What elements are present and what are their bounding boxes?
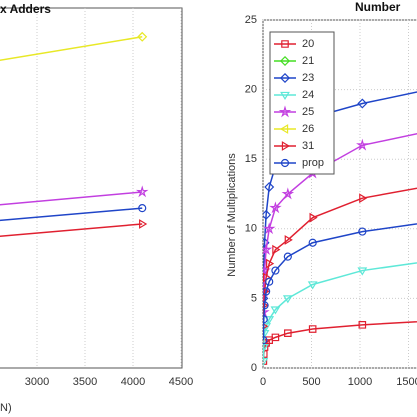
marker (263, 222, 276, 235)
marker (357, 98, 368, 109)
marker (137, 31, 148, 42)
x-tick-label: 3000 (25, 376, 49, 388)
legend-label: 25 (302, 106, 314, 118)
x-tick-label: 1000 (348, 376, 372, 388)
legend-label: 23 (302, 72, 314, 84)
marker (271, 333, 280, 342)
y-tick-label: 25 (245, 14, 257, 26)
legend-marker (279, 55, 291, 67)
plot (263, 91, 417, 367)
y-tick-label: 15 (245, 153, 257, 165)
legend-label: prop (302, 157, 324, 169)
marker (358, 227, 367, 236)
series-line (263, 91, 417, 299)
marker (263, 243, 273, 256)
marker (263, 209, 272, 220)
marker (264, 182, 275, 193)
marker (138, 204, 147, 213)
marker (309, 212, 318, 223)
marker (139, 219, 148, 229)
marker (308, 325, 317, 333)
series-line (0, 223, 143, 237)
legend-marker (280, 91, 290, 101)
x-tick-label: 0 (260, 376, 266, 388)
marker (269, 201, 282, 214)
marker (284, 235, 293, 245)
series-line (0, 191, 143, 206)
legend-label: 31 (302, 140, 314, 152)
marker (358, 321, 367, 329)
marker (283, 252, 292, 261)
series-line (263, 262, 417, 362)
marker (357, 267, 368, 276)
marker (263, 301, 269, 310)
marker (308, 238, 317, 247)
marker (282, 295, 293, 304)
y-axis-label: Number of Multiplications (226, 153, 238, 277)
plot-area (0, 7, 183, 369)
series-line (263, 223, 417, 341)
marker (307, 281, 318, 290)
x-tick-label: 4000 (121, 376, 145, 388)
legend-label: 24 (302, 89, 314, 101)
plot (0, 31, 149, 237)
legend-label: 26 (302, 123, 314, 135)
legend-marker (279, 72, 291, 84)
marker (272, 244, 281, 255)
x-axis-label: N) (0, 402, 12, 414)
y-tick-label: 0 (251, 362, 257, 374)
legend-label: 21 (302, 55, 314, 67)
chart-title: x Adders (0, 2, 51, 16)
y-tick-label: 10 (245, 223, 257, 235)
marker (265, 277, 274, 286)
x-tick-label: 500 (302, 376, 320, 388)
marker (266, 258, 275, 269)
legend-marker (280, 158, 290, 168)
y-tick-label: 20 (245, 84, 257, 96)
series-line (0, 207, 143, 222)
marker (356, 138, 369, 151)
marker (281, 187, 295, 200)
marker (284, 329, 292, 337)
marker (263, 336, 268, 345)
legend-label: 20 (302, 38, 314, 50)
marker (263, 330, 270, 339)
marker (270, 306, 281, 315)
legend-marker (278, 105, 292, 118)
marker (263, 315, 268, 324)
marker (359, 193, 368, 204)
marker (271, 266, 280, 275)
marker (135, 185, 149, 198)
legend-marker (281, 141, 291, 151)
series-line (263, 187, 417, 327)
legend-marker (279, 124, 289, 134)
marker (263, 343, 269, 353)
x-tick-label: 3500 (73, 376, 97, 388)
legend-box (269, 31, 335, 175)
marker (263, 287, 271, 296)
y-tick-label: 5 (251, 292, 257, 304)
chart-title: Number (355, 0, 401, 14)
marker (263, 357, 269, 367)
series-line (0, 36, 143, 61)
x-tick-label: 4500 (169, 376, 193, 388)
legend-marker (281, 40, 289, 48)
marker (265, 336, 274, 344)
